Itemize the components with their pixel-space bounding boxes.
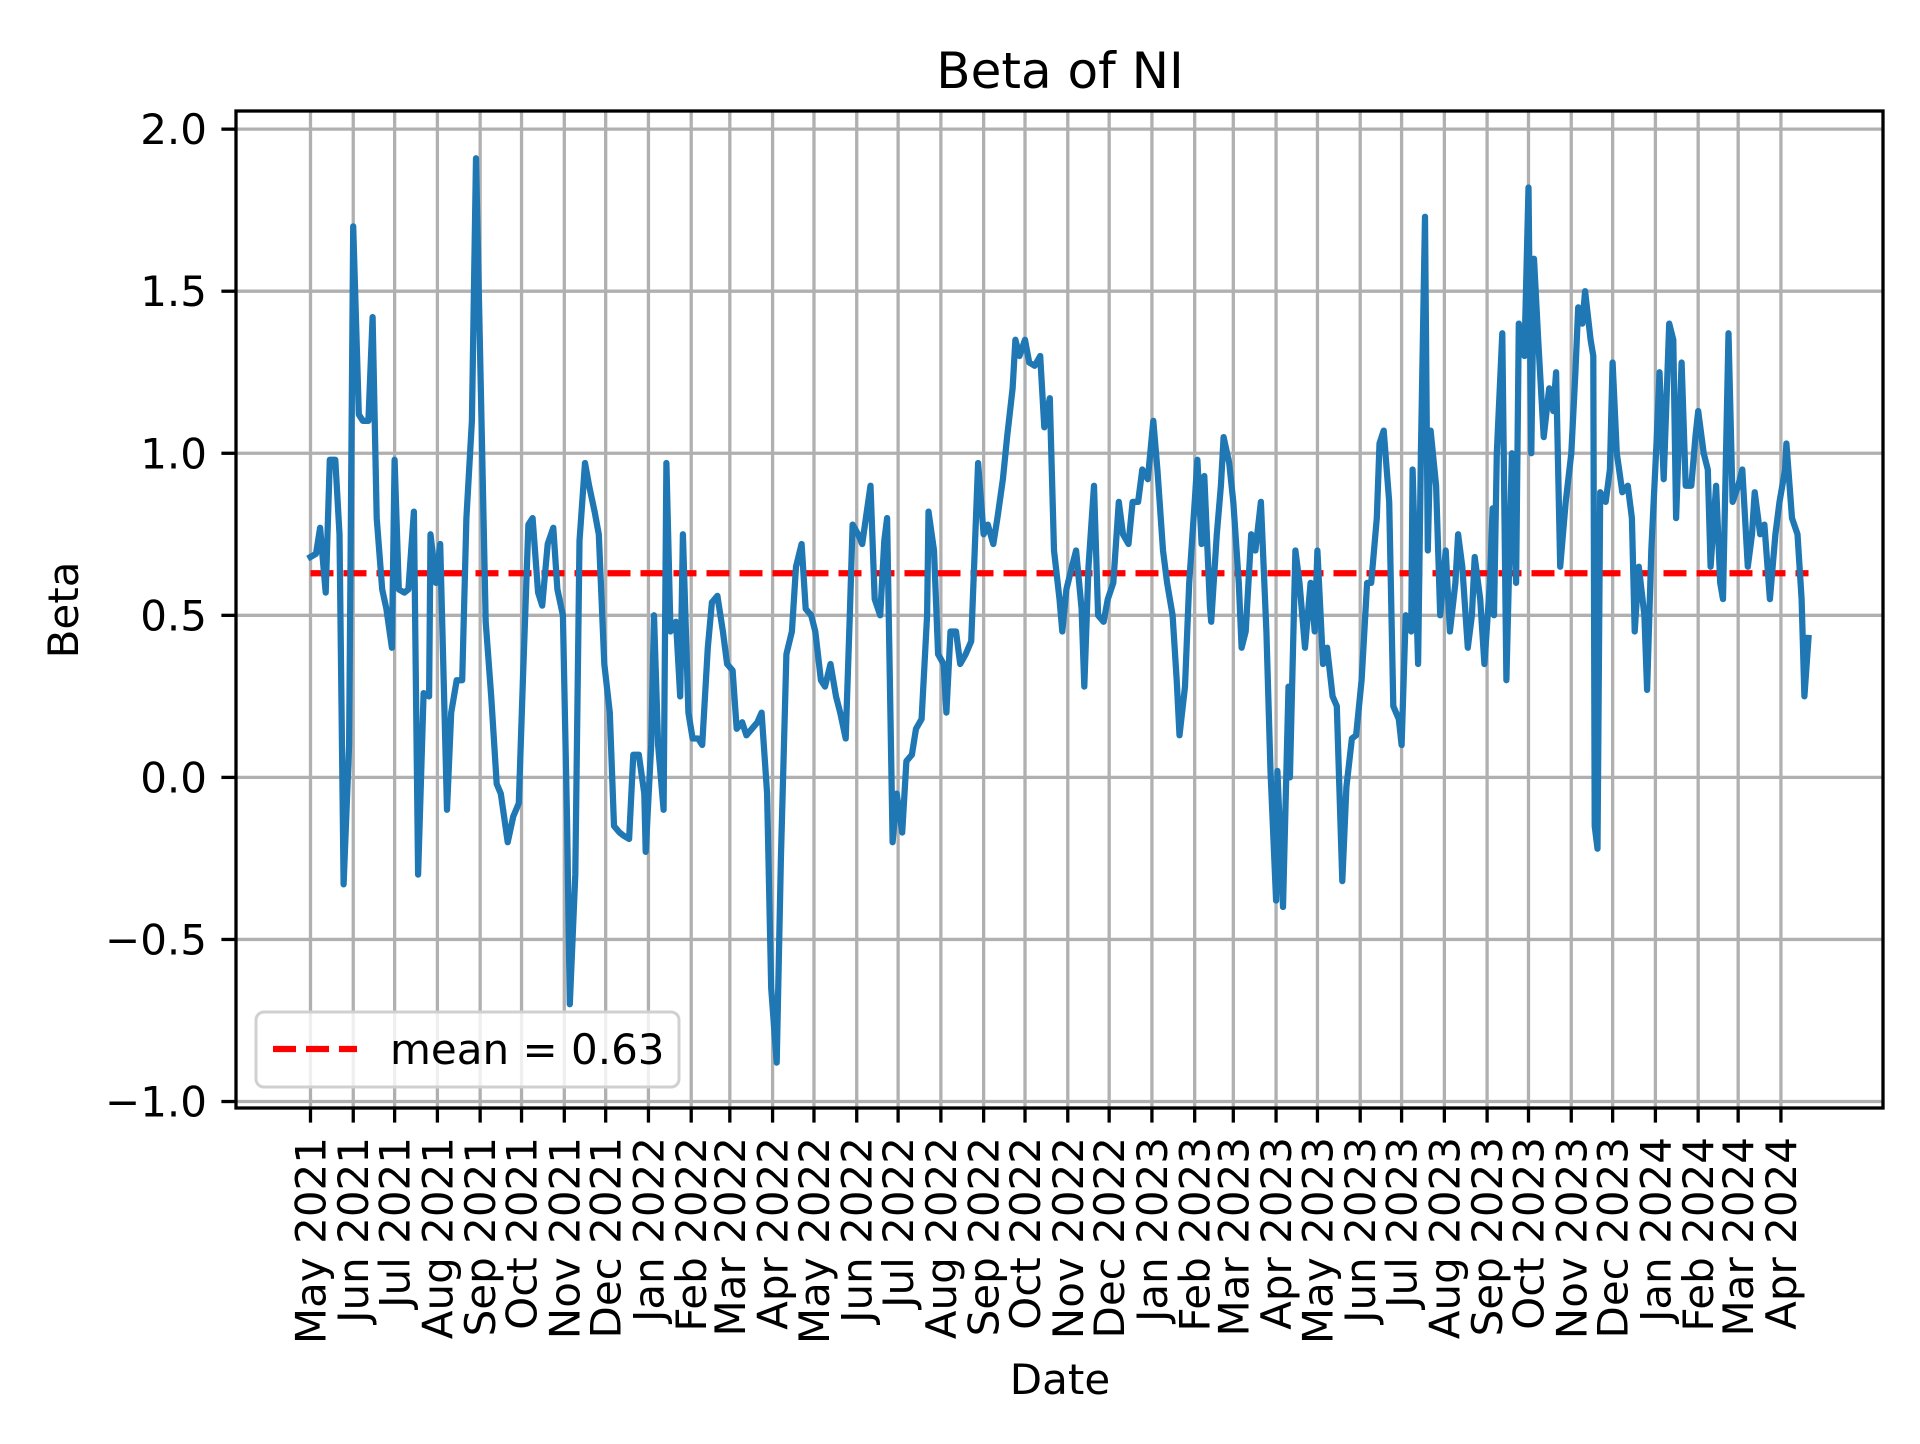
x-tick-label: Jun 2021 xyxy=(329,1137,378,1326)
x-tick-label: Dec 2022 xyxy=(1085,1137,1134,1339)
x-tick-label: Jan 2022 xyxy=(624,1137,673,1325)
beta-series-line xyxy=(306,155,1812,1066)
x-tick-label: Dec 2021 xyxy=(582,1137,631,1339)
x-tick-label: Oct 2022 xyxy=(1001,1137,1050,1330)
x-tick-label: Feb 2023 xyxy=(1171,1137,1220,1332)
x-tick-label: Jan 2023 xyxy=(1128,1137,1177,1325)
x-tick-label: Apr 2023 xyxy=(1252,1137,1301,1330)
legend-mean-label: mean = 0.63 xyxy=(390,1025,665,1074)
x-tick-label: Mar 2024 xyxy=(1714,1137,1763,1336)
y-tick-label: −1.0 xyxy=(105,1078,207,1127)
y-tick-label: 1.0 xyxy=(140,429,207,478)
x-tick-label: May 2022 xyxy=(790,1137,839,1344)
x-tick-label: Aug 2021 xyxy=(413,1137,462,1339)
x-tick-label: Jul 2022 xyxy=(874,1137,923,1311)
x-tick-label: May 2023 xyxy=(1293,1137,1342,1344)
x-tick-label: Aug 2023 xyxy=(1420,1137,1469,1339)
x-tick-label: Jun 2023 xyxy=(1336,1137,1385,1326)
y-axis: −1.0 −0.5 0.0 0.5 1.0 1.5 2.0 xyxy=(105,105,236,1127)
x-tick-label: Jan 2024 xyxy=(1631,1137,1680,1325)
x-tick-label: Oct 2023 xyxy=(1504,1137,1553,1330)
grid xyxy=(236,111,1883,1108)
x-tick-label: Feb 2024 xyxy=(1674,1137,1723,1332)
x-tick-label: Sep 2021 xyxy=(456,1137,505,1336)
x-tick-label: Jun 2022 xyxy=(833,1137,882,1326)
x-tick-label: Nov 2023 xyxy=(1547,1137,1596,1339)
x-tick-label: Sep 2023 xyxy=(1463,1137,1512,1336)
chart-title: Beta of NI xyxy=(936,42,1183,100)
series-layer xyxy=(306,155,1812,1066)
legend: mean = 0.63 xyxy=(254,1010,681,1089)
y-tick-label: −0.5 xyxy=(105,915,207,964)
x-tick-label: Mar 2023 xyxy=(1209,1137,1258,1336)
x-axis-label: Date xyxy=(1010,1355,1110,1404)
y-tick-label: 0.5 xyxy=(140,591,207,640)
y-tick-label: 0.0 xyxy=(140,753,207,802)
legend-box xyxy=(254,1010,681,1089)
x-tick-label: Oct 2021 xyxy=(498,1137,547,1330)
x-tick-label: Nov 2021 xyxy=(540,1137,589,1339)
axes-frame xyxy=(234,109,1885,1110)
x-tick-label: May 2021 xyxy=(286,1137,335,1344)
x-tick-label: Mar 2022 xyxy=(706,1137,755,1336)
x-tick-label: Nov 2022 xyxy=(1044,1137,1093,1339)
x-tick-label: Feb 2022 xyxy=(667,1137,716,1332)
x-tick-label: Apr 2022 xyxy=(749,1137,798,1330)
x-tick-label: Aug 2022 xyxy=(917,1137,966,1339)
x-tick-label: Apr 2024 xyxy=(1757,1137,1806,1330)
x-tick-label: Dec 2023 xyxy=(1589,1137,1638,1339)
y-tick-label: 2.0 xyxy=(140,105,207,154)
x-tick-label: Jul 2021 xyxy=(371,1137,420,1311)
y-axis-label: Beta xyxy=(39,562,88,659)
y-tick-label: 1.5 xyxy=(140,267,207,316)
x-tick-label: Jul 2023 xyxy=(1378,1137,1427,1311)
x-tick-label: Sep 2022 xyxy=(960,1137,1009,1336)
